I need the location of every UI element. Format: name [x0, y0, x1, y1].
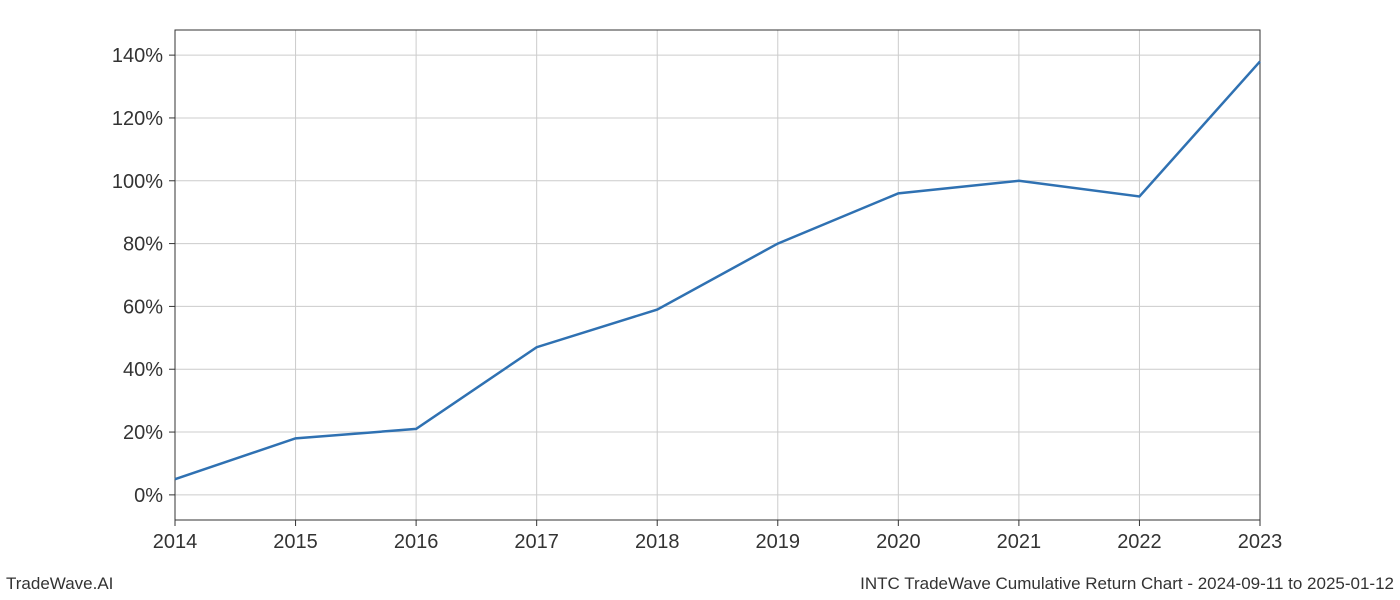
x-tick-label: 2016	[394, 531, 439, 553]
y-tick-label: 60%	[123, 296, 163, 318]
y-tick-label: 140%	[112, 45, 163, 67]
x-tick-label: 2019	[756, 531, 801, 553]
chart-container: 2014 2015 2016 2017 2018 2019 2020 2021 2022 2023…	[0, 0, 1400, 600]
x-tick-label: 2021	[997, 531, 1042, 553]
y-tick-label: 80%	[123, 234, 163, 256]
y-tick-label: 40%	[123, 359, 163, 381]
x-tick-label: 2023	[1238, 531, 1283, 553]
footer-left: TradeWave.AI	[6, 574, 113, 594]
line-chart: 2014 2015 2016 2017 2018 2019 2020 2021 2022 2023…	[0, 0, 1400, 600]
x-tick-label: 2022	[1117, 531, 1162, 553]
chart-background	[0, 0, 1400, 600]
y-tick-label: 0%	[134, 485, 163, 507]
x-tick-label: 2017	[514, 531, 559, 553]
y-tick-label: 100%	[112, 171, 163, 193]
y-tick-label: 120%	[112, 108, 163, 130]
y-tick-label: 20%	[123, 422, 163, 444]
x-tick-label: 2020	[876, 531, 921, 553]
x-tick-label: 2018	[635, 531, 680, 553]
x-tick-label: 2014	[153, 531, 198, 553]
x-tick-label: 2015	[273, 531, 318, 553]
footer-right: INTC TradeWave Cumulative Return Chart -…	[860, 574, 1394, 594]
